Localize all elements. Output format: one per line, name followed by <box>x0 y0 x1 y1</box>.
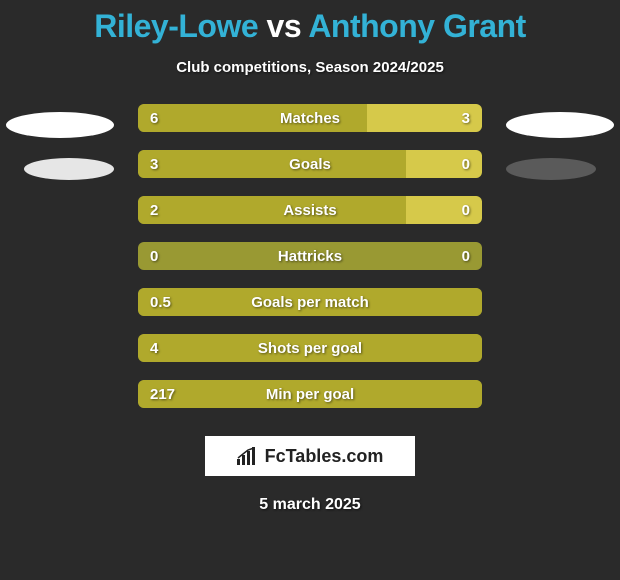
vs-text: vs <box>267 8 302 44</box>
bar-label: Min per goal <box>138 386 482 403</box>
player1-name: Riley-Lowe <box>94 8 258 44</box>
decor-ellipse-left-1 <box>6 112 114 138</box>
stat-bar: 4Shots per goal <box>138 334 482 362</box>
date-text: 5 march 2025 <box>0 496 620 514</box>
stat-bar: 20Assists <box>138 196 482 224</box>
subtitle: Club competitions, Season 2024/2025 <box>0 59 620 76</box>
decor-ellipse-left-2 <box>24 158 114 180</box>
bar-label: Hattricks <box>138 248 482 265</box>
branding-text: FcTables.com <box>265 446 384 467</box>
branding-box: FcTables.com <box>205 436 415 476</box>
stat-bar: 0.5Goals per match <box>138 288 482 316</box>
bar-label: Goals <box>138 156 482 173</box>
bar-label: Goals per match <box>138 294 482 311</box>
stat-bar: 00Hattricks <box>138 242 482 270</box>
stat-bars: 63Matches 30Goals 20Assists 00Hattricks 0.5G… <box>138 104 482 408</box>
chart-icon <box>237 447 259 465</box>
bar-label: Assists <box>138 202 482 219</box>
stat-bar: 217Min per goal <box>138 380 482 408</box>
stat-bar: 63Matches <box>138 104 482 132</box>
player2-name: Anthony Grant <box>308 8 525 44</box>
comparison-title: Riley-Lowe vs Anthony Grant <box>0 0 620 45</box>
decor-ellipse-right-1 <box>506 112 614 138</box>
chart-stage: 63Matches 30Goals 20Assists 00Hattricks 0.5G… <box>0 104 620 408</box>
decor-ellipse-right-2 <box>506 158 596 180</box>
bar-label: Matches <box>138 110 482 127</box>
bar-label: Shots per goal <box>138 340 482 357</box>
stat-bar: 30Goals <box>138 150 482 178</box>
